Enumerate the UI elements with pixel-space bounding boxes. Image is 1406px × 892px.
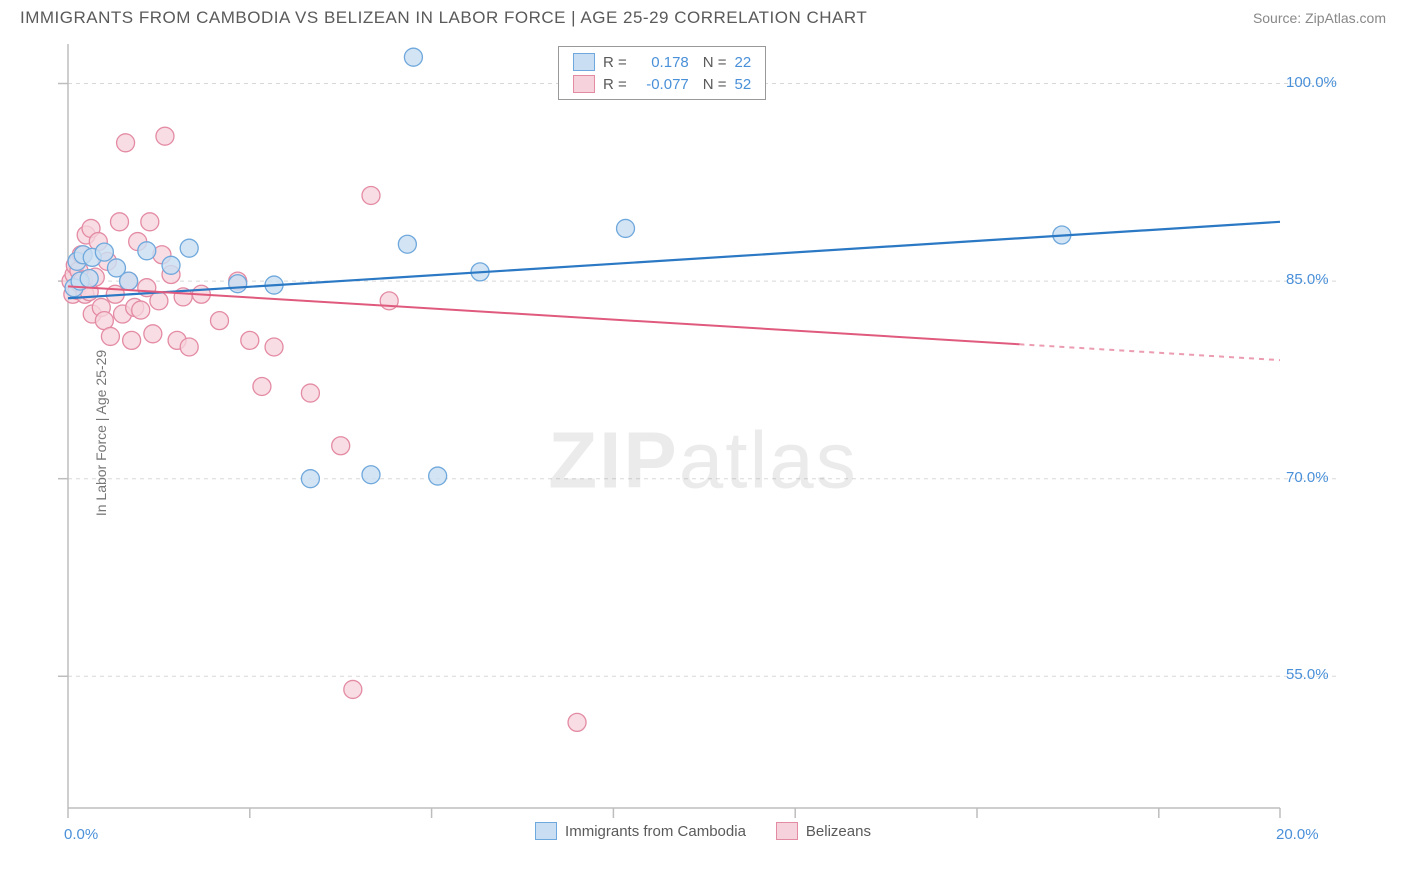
y-tick-label: 55.0% [1286, 666, 1329, 683]
y-tick-label: 85.0% [1286, 271, 1329, 288]
correlation-chart [20, 38, 1340, 828]
stats-row-belizeans: R = -0.077 N = 52 [559, 73, 765, 95]
swatch-cambodia [573, 53, 595, 71]
x-tick-label: 20.0% [1276, 826, 1319, 843]
y-tick-label: 70.0% [1286, 469, 1329, 486]
r-value-cambodia: 0.178 [635, 54, 689, 71]
swatch-belizeans [573, 75, 595, 93]
chart-source: Source: ZipAtlas.com [1253, 10, 1386, 26]
r-label: R = [603, 54, 627, 71]
chart-container: In Labor Force | Age 25-29 ZIPatlas R = … [20, 38, 1386, 828]
x-tick-label: 0.0% [64, 826, 98, 843]
chart-title: IMMIGRANTS FROM CAMBODIA VS BELIZEAN IN … [20, 8, 867, 28]
y-tick-label: 100.0% [1286, 74, 1337, 91]
y-axis-label: In Labor Force | Age 25-29 [93, 350, 109, 516]
n-value-cambodia: 22 [735, 54, 752, 71]
n-label: N = [703, 76, 727, 93]
n-label: N = [703, 54, 727, 71]
r-label: R = [603, 76, 627, 93]
stats-legend: R = 0.178 N = 22 R = -0.077 N = 52 [558, 46, 766, 100]
stats-row-cambodia: R = 0.178 N = 22 [559, 51, 765, 73]
r-value-belizeans: -0.077 [635, 76, 689, 93]
chart-header: IMMIGRANTS FROM CAMBODIA VS BELIZEAN IN … [0, 0, 1406, 32]
n-value-belizeans: 52 [735, 76, 752, 93]
